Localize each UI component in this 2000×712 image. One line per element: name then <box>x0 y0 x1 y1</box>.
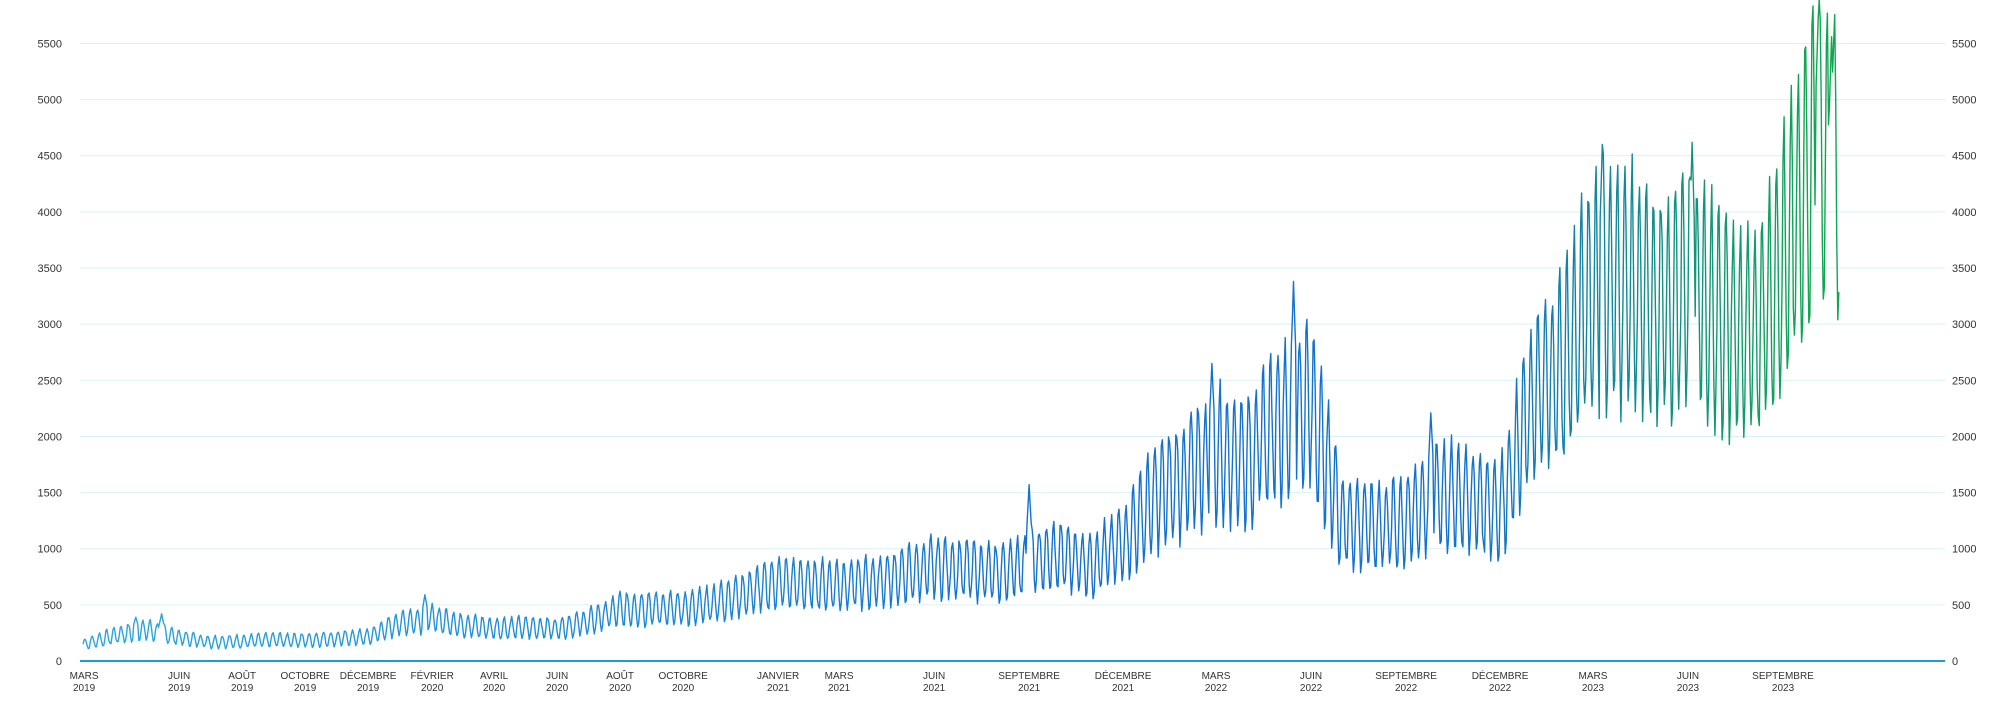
x-tick-label-year: 2022 <box>1205 683 1228 694</box>
y-tick-label-right: 1500 <box>1952 488 1976 500</box>
x-tick-label-month: AVRIL <box>480 671 509 682</box>
x-tick-label-year: 2019 <box>168 683 191 694</box>
y-tick-label-left: 5000 <box>38 95 62 107</box>
series-layer <box>82 0 1840 650</box>
x-tick-label-month: SEPTEMBRE <box>1752 671 1814 682</box>
x-tick-label-year: 2019 <box>357 683 380 694</box>
x-tick-label-year: 2023 <box>1772 683 1795 694</box>
x-tick-label-month: OCTOBRE <box>658 671 708 682</box>
x-tick-label-year: 2020 <box>483 683 506 694</box>
x-tick-label-year: 2022 <box>1300 683 1323 694</box>
y-tick-label-right: 4000 <box>1952 207 1976 219</box>
x-tick-label-month: JUIN <box>1677 671 1699 682</box>
y-tick-label-left: 2500 <box>38 375 62 387</box>
x-tick-label-month: MARS <box>70 671 99 682</box>
y-tick-label-left: 4000 <box>38 207 62 219</box>
x-tick-label-year: 2021 <box>767 683 790 694</box>
y-tick-label-right: 3000 <box>1952 319 1976 331</box>
x-tick-label-month: OCTOBRE <box>281 671 331 682</box>
x-tick-label-month: DÉCEMBRE <box>340 669 397 682</box>
x-tick-label-month: JUIN <box>546 671 568 682</box>
y-tick-label-right: 500 <box>1952 600 1970 612</box>
x-tick-label-year: 2019 <box>294 683 317 694</box>
y-tick-label-right: 3500 <box>1952 263 1976 275</box>
x-tick-label-month: MARS <box>825 671 854 682</box>
x-tick-label-year: 2020 <box>609 683 632 694</box>
x-tick-label-year: 2021 <box>828 683 851 694</box>
y-tick-label-right: 4500 <box>1952 151 1976 163</box>
x-tick-label-month: DÉCEMBRE <box>1472 669 1529 682</box>
x-tick-label-year: 2020 <box>672 683 695 694</box>
y-tick-label-left: 1000 <box>38 544 62 556</box>
x-axis: MARS2019JUIN2019AOÛT2019OCTOBRE2019DÉCEM… <box>70 660 1945 694</box>
series-line <box>82 0 1840 650</box>
y-tick-label-left: 3000 <box>38 319 62 331</box>
x-tick-label-month: MARS <box>1579 671 1608 682</box>
y-tick-label-left: 500 <box>44 600 62 612</box>
x-tick-label-month: JUIN <box>923 671 945 682</box>
y-tick-label-right: 2500 <box>1952 375 1976 387</box>
x-tick-label-month: AOÛT <box>228 669 256 682</box>
x-tick-label-month: SEPTEMBRE <box>1375 671 1437 682</box>
x-tick-label-month: SEPTEMBRE <box>998 671 1060 682</box>
x-tick-label-year: 2020 <box>546 683 569 694</box>
y-axis-left: 0 500 1000 1500 2000 2500 3000 3500 4000 4500 5000… <box>38 38 62 668</box>
x-tick-label-month: AOÛT <box>606 669 634 682</box>
x-tick-label-month: MARS <box>1202 671 1231 682</box>
x-tick-label-year: 2019 <box>73 683 96 694</box>
x-tick-label-month: JANVIER <box>757 671 799 682</box>
x-tick-label-month: FÉVRIER <box>410 669 453 682</box>
x-tick-label-month: DÉCEMBRE <box>1095 669 1152 682</box>
y-tick-label-left: 5500 <box>38 38 62 50</box>
y-tick-label-left: 2000 <box>38 431 62 443</box>
y-tick-label-right: 0 <box>1952 656 1958 668</box>
x-tick-label-year: 2022 <box>1395 683 1418 694</box>
x-tick-label-year: 2022 <box>1489 683 1512 694</box>
y-tick-label-right: 1000 <box>1952 544 1976 556</box>
y-tick-label-left: 4500 <box>38 151 62 163</box>
x-tick-label-year: 2021 <box>1018 683 1041 694</box>
y-tick-label-left: 3500 <box>38 263 62 275</box>
y-axis-right: 0 500 1000 1500 2000 2500 3000 3500 4000 4500 5000… <box>1952 38 1976 668</box>
y-tick-label-right: 5000 <box>1952 95 1976 107</box>
x-tick-label-year: 2020 <box>421 683 444 694</box>
x-tick-label-year: 2021 <box>1112 683 1135 694</box>
y-tick-label-right: 2000 <box>1952 431 1976 443</box>
x-tick-label-month: JUIN <box>168 671 190 682</box>
gridlines <box>80 42 1945 606</box>
y-tick-label-right: 5500 <box>1952 38 1976 50</box>
x-tick-label-month: JUIN <box>1300 671 1322 682</box>
y-tick-label-left: 0 <box>56 656 62 668</box>
y-tick-label-left: 1500 <box>38 488 62 500</box>
x-tick-label-year: 2023 <box>1677 683 1700 694</box>
x-tick-label-year: 2023 <box>1582 683 1605 694</box>
x-tick-label-year: 2021 <box>923 683 946 694</box>
x-tick-label-year: 2019 <box>231 683 254 694</box>
